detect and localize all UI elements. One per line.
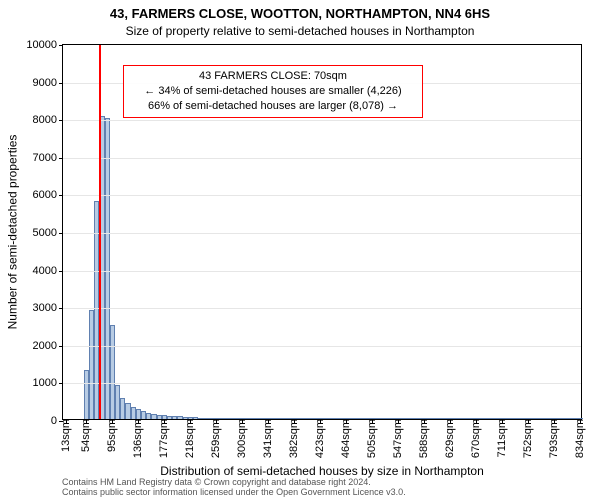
x-tick-label: 629sqm: [444, 419, 456, 458]
plot-area: 0100020003000400050006000700080009000100…: [62, 44, 582, 420]
y-tick-label: 4000: [33, 265, 63, 277]
y-tick-label: 2000: [33, 340, 63, 352]
gridline: [63, 271, 581, 272]
chart-container: 43, FARMERS CLOSE, WOOTTON, NORTHAMPTON,…: [0, 0, 600, 500]
annotation-line-1: 43 FARMERS CLOSE: 70sqm: [130, 69, 416, 84]
gridline: [63, 120, 581, 121]
x-tick-label: 423sqm: [314, 419, 326, 458]
gridline: [63, 233, 581, 234]
x-tick-label: 793sqm: [548, 419, 560, 458]
x-tick-label: 382sqm: [288, 419, 300, 458]
x-tick-label: 588sqm: [418, 419, 430, 458]
y-axis-label: Number of semi-detached properties: [4, 44, 20, 420]
x-tick-label: 464sqm: [340, 419, 352, 458]
y-tick-label: 9000: [33, 77, 63, 89]
x-tick-label: 136sqm: [132, 419, 144, 458]
chart-title-description: Size of property relative to semi-detach…: [0, 24, 600, 38]
y-tick-label: 10000: [26, 39, 63, 51]
gridline: [63, 195, 581, 196]
x-tick-label: 752sqm: [522, 419, 534, 458]
x-tick-label: 177sqm: [158, 419, 170, 458]
x-tick-label: 218sqm: [184, 419, 196, 458]
y-tick-label: 8000: [33, 114, 63, 126]
x-tick-label: 54sqm: [80, 419, 92, 452]
x-axis-label: Distribution of semi-detached houses by …: [62, 464, 582, 478]
annotation-line-2: ← 34% of semi-detached houses are smalle…: [130, 84, 416, 99]
x-tick-label: 834sqm: [574, 419, 586, 458]
x-tick-label: 259sqm: [210, 419, 222, 458]
x-tick-label: 505sqm: [366, 419, 378, 458]
footnote: Contains HM Land Registry data © Crown c…: [62, 478, 406, 498]
y-tick-label: 7000: [33, 152, 63, 164]
gridline: [63, 383, 581, 384]
x-tick-label: 547sqm: [392, 419, 404, 458]
annotation-box: 43 FARMERS CLOSE: 70sqm← 34% of semi-det…: [123, 65, 423, 118]
x-tick-label: 341sqm: [262, 419, 274, 458]
gridline: [63, 158, 581, 159]
footnote-line2: Contains public sector information licen…: [62, 488, 406, 498]
gridline: [63, 308, 581, 309]
x-tick-label: 95sqm: [106, 419, 118, 452]
x-tick-label: 670sqm: [470, 419, 482, 458]
annotation-line-3: 66% of semi-detached houses are larger (…: [130, 99, 416, 114]
y-tick-label: 3000: [33, 302, 63, 314]
y-tick-label: 5000: [33, 227, 63, 239]
chart-title-address: 43, FARMERS CLOSE, WOOTTON, NORTHAMPTON,…: [0, 6, 600, 21]
y-tick-label: 6000: [33, 189, 63, 201]
y-tick-label: 1000: [33, 377, 63, 389]
x-tick-label: 300sqm: [236, 419, 248, 458]
property-marker-line: [99, 45, 101, 419]
gridline: [63, 346, 581, 347]
x-tick-label: 711sqm: [496, 419, 508, 457]
x-tick-label: 13sqm: [60, 419, 72, 452]
